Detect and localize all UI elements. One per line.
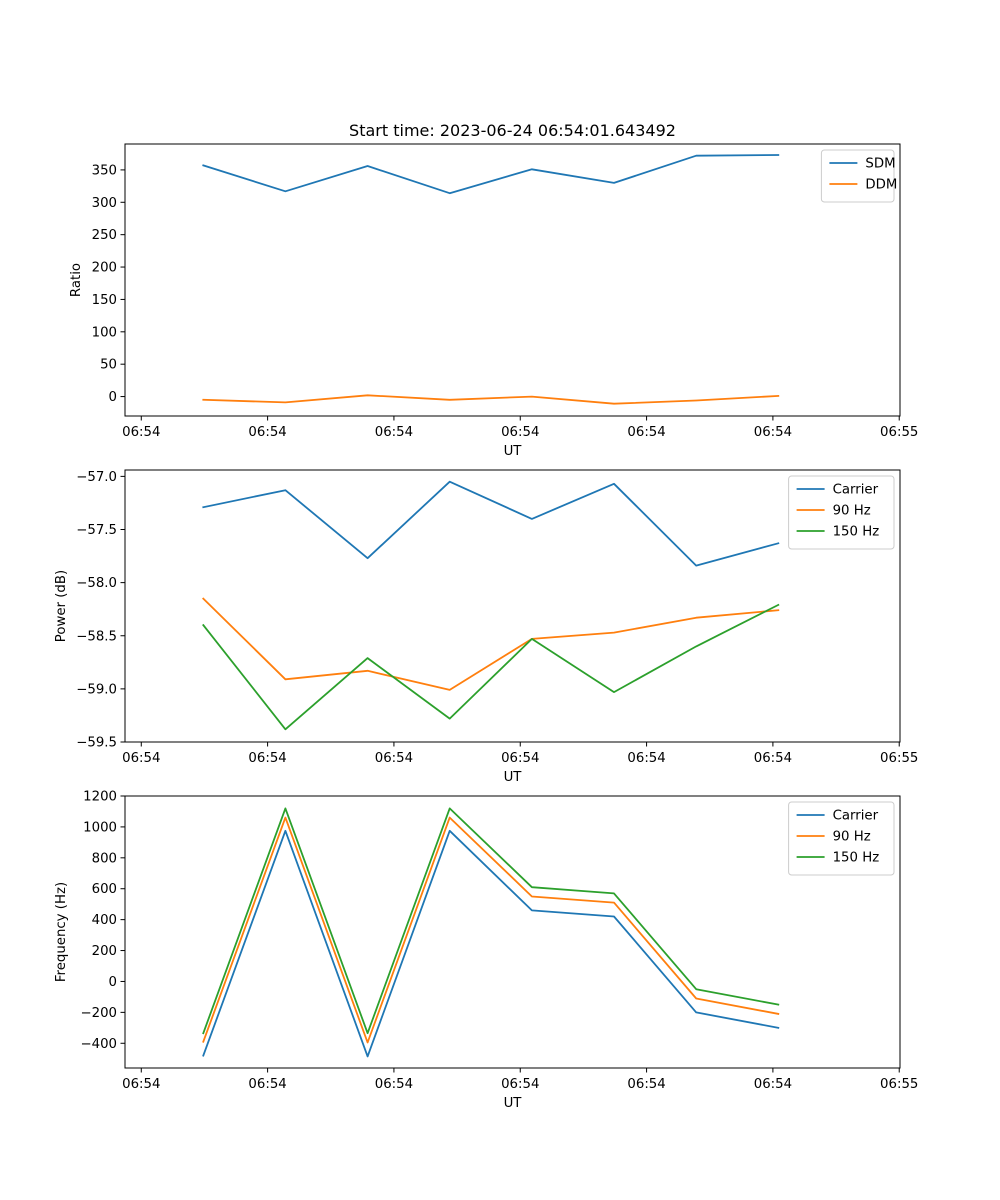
legend: Carrier 90 Hz 150 Hz	[788, 475, 895, 550]
y-tick-label: 50	[100, 358, 117, 373]
legend-label: Carrier	[833, 809, 879, 824]
x-tick-label: 06:54	[501, 751, 539, 766]
series-line-150-hz	[202, 603, 780, 731]
power-panel: 06:54 06:54 06:54 06:54 06:54 06:54 06:55 −59.5…	[54, 469, 918, 785]
y-tick-label: 200	[92, 261, 117, 276]
series-line-90-hz	[202, 597, 780, 691]
y-tick-label: −57.5	[76, 523, 117, 538]
x-tick-label: 06:54	[501, 1077, 539, 1092]
y-tick-label: 1200	[83, 790, 117, 805]
y-tick-label: 250	[92, 228, 117, 243]
x-tick-label: 06:55	[880, 751, 918, 766]
axes-frame	[124, 143, 901, 417]
x-tick-label: 06:54	[754, 751, 792, 766]
x-tick-label: 06:54	[122, 1077, 160, 1092]
x-axis-label: UT	[504, 770, 523, 785]
y-tick-label: 200	[92, 944, 117, 959]
legend-label: Carrier	[833, 483, 879, 498]
y-tick-label: 350	[92, 163, 117, 178]
y-tick-label: 0	[109, 975, 117, 990]
series-line-ddm	[202, 394, 780, 405]
y-tick-label: 0	[109, 390, 117, 405]
y-tick-label: −57.0	[76, 470, 117, 485]
x-tick-label: 06:54	[627, 1077, 665, 1092]
series-line-90-hz	[202, 816, 780, 1044]
x-tick-label: 06:54	[754, 425, 792, 440]
axes-frame	[124, 795, 901, 1069]
y-tick-label: −58.0	[76, 576, 117, 591]
x-tick-label: 06:54	[375, 751, 413, 766]
y-tick-label: −400	[80, 1037, 117, 1052]
series-line-carrier	[202, 480, 780, 567]
y-tick-label: −200	[80, 1006, 117, 1021]
figure-title: Start time: 2023-06-24 06:54:01.643492	[349, 121, 676, 140]
x-tick-label: 06:54	[501, 425, 539, 440]
x-axis-label: UT	[504, 1096, 523, 1111]
y-tick-label: −58.5	[76, 629, 117, 644]
y-tick-label: −59.0	[76, 682, 117, 697]
x-tick-label: 06:54	[754, 1077, 792, 1092]
y-tick-label: −59.5	[76, 736, 117, 751]
legend: SDM DDM	[820, 149, 897, 203]
y-axis-label: Frequency (Hz)	[54, 882, 69, 982]
y-tick-label: 150	[92, 293, 117, 308]
ratio-panel: 06:54 06:54 06:54 06:54 06:54 06:54 06:55 0 50 10…	[69, 143, 918, 459]
axes-frame	[124, 469, 901, 743]
y-axis-label: Ratio	[69, 263, 84, 297]
legend-label: 90 Hz	[833, 830, 871, 845]
x-tick-label: 06:54	[122, 751, 160, 766]
legend: Carrier 90 Hz 150 Hz	[788, 801, 895, 876]
x-tick-label: 06:54	[248, 751, 286, 766]
x-tick-label: 06:54	[375, 425, 413, 440]
x-tick-label: 06:54	[122, 425, 160, 440]
frequency-panel: 06:54 06:54 06:54 06:54 06:54 06:54 06:55 −400 −…	[54, 790, 918, 1112]
y-tick-label: 600	[92, 882, 117, 897]
series-line-carrier	[202, 829, 780, 1058]
legend-label: 90 Hz	[833, 504, 871, 519]
legend-label: SDM	[865, 157, 895, 172]
y-tick-label: 1000	[83, 820, 117, 835]
x-tick-label: 06:54	[627, 751, 665, 766]
x-tick-label: 06:54	[375, 1077, 413, 1092]
x-axis-label: UT	[504, 444, 523, 459]
legend-label: DDM	[865, 178, 897, 193]
x-tick-label: 06:55	[880, 425, 918, 440]
legend-label: 150 Hz	[833, 525, 880, 540]
y-tick-label: 300	[92, 196, 117, 211]
x-tick-label: 06:54	[248, 1077, 286, 1092]
x-tick-label: 06:55	[880, 1077, 918, 1092]
series-line-150-hz	[202, 807, 780, 1035]
y-tick-label: 400	[92, 913, 117, 928]
y-tick-label: 800	[92, 851, 117, 866]
y-axis-label: Power (dB)	[54, 570, 69, 642]
x-tick-label: 06:54	[627, 425, 665, 440]
x-tick-label: 06:54	[248, 425, 286, 440]
series-line-sdm	[202, 154, 780, 195]
y-tick-label: 100	[92, 325, 117, 340]
legend-label: 150 Hz	[833, 851, 880, 866]
